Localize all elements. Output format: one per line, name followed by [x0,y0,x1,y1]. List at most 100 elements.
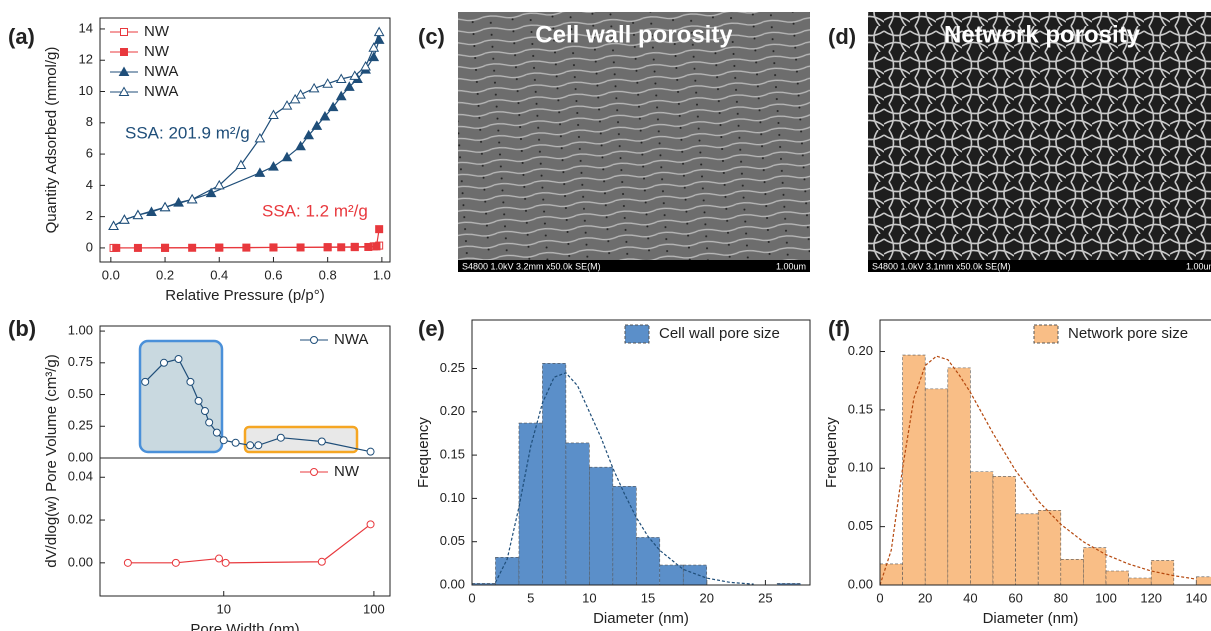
bar [659,564,684,585]
marker [322,78,334,88]
marker [119,214,130,224]
y-axis-label: Quantity Adsorbed (mmol/g) [43,47,60,234]
x-axis-label: Relative Pressure (p/p°) [165,287,324,304]
y-tick-label: 2 [86,208,93,223]
legend-swatch [624,324,650,344]
sem-panel-c: (c) Cell wall porosity S4800 1.0kV 3.2mm… [418,12,810,272]
panel-label: (c) [418,24,445,49]
y-tick-label: 0.10 [440,490,465,505]
bar [1060,559,1084,585]
marker [215,243,224,252]
marker [350,243,359,252]
marker [360,60,371,71]
marker [295,140,306,151]
plot [472,363,801,585]
y-tick-label: 0.02 [68,511,93,526]
marker [186,377,195,386]
fit-curve [880,355,1197,585]
x-axis-label: Diameter (nm) [593,610,689,627]
legend-label: NWA [334,331,368,348]
marker [174,355,183,363]
marker [335,73,347,83]
y-axis-label: Frequency [415,417,432,488]
y-tick-label: 0.00 [68,554,93,569]
marker [303,129,315,140]
x-tick-label: 0.0 [102,267,120,282]
sem-image [868,12,1211,260]
y-tick-label: 0 [86,239,93,254]
plot [141,355,375,456]
y-tick-label: 0.05 [848,518,873,533]
marker [319,111,331,121]
marker [112,243,121,252]
marker [120,48,128,56]
y-tick-label: 10 [79,83,93,98]
plot-frame [879,319,1211,586]
marker [246,441,255,450]
marker [120,28,128,36]
legend-label: Cell wall pore size [659,325,780,342]
y-tick-label: 12 [79,52,93,67]
marker [366,520,375,529]
marker [213,179,225,190]
marker [323,243,332,252]
x-tick-label: 120 [1140,590,1162,605]
bar [947,367,971,585]
bar [902,354,926,585]
x-tick-label: 15 [641,590,655,605]
legend-label: NWA [144,63,178,80]
marker [343,81,355,91]
x-tick-label: 100 [363,601,385,616]
marker [133,243,142,252]
x-tick-label: 0.2 [156,267,174,282]
marker [108,220,119,231]
y-tick-label: 0.10 [848,460,873,475]
x-tick-label: 20 [918,590,932,605]
y-tick-label: 4 [86,177,93,192]
marker [311,120,323,130]
legend-label: NW [144,43,170,60]
marker [254,132,266,143]
bar [970,471,994,585]
marker [194,396,203,405]
x-tick-label: 0 [468,590,475,605]
bar [495,556,520,585]
panel-label: (e) [418,316,445,341]
marker [254,167,266,177]
legend-label: NWA [144,83,178,100]
scale-label: 1.00um [1186,261,1211,271]
marker [335,90,347,101]
y-tick-label: 0.00 [848,576,873,591]
x-tick-label: 40 [963,590,977,605]
x-tick-label: 20 [699,590,713,605]
plot-frame [99,17,391,263]
image-title: Cell wall porosity [535,21,733,48]
bar [565,442,590,585]
y-tick-label: 0.50 [68,386,93,401]
marker [368,51,380,62]
y-tick-label: 1.00 [68,323,93,338]
x-axis-label: Pore Width (nm) [190,621,299,631]
sem-panel-d: (d) Network porosity S4800 1.0kV 3.1mm x… [828,12,1211,272]
marker [268,161,279,171]
y-tick-label: 0.75 [68,354,93,369]
x-tick-label: 60 [1008,590,1022,605]
panel-label: (d) [828,24,856,49]
x-tick-label: 100 [1095,590,1117,605]
panel-label: (b) [8,316,36,341]
marker [159,201,171,212]
y-tick-label: 0.05 [440,533,465,548]
marker [132,209,144,220]
bar [542,363,567,585]
series-line [127,523,371,564]
marker [317,557,326,566]
marker [372,242,381,251]
marker [373,26,385,37]
sem-image [458,12,810,260]
marker [375,225,384,234]
bar [1083,547,1107,585]
x-tick-label: 10 [582,590,596,605]
marker [337,243,346,252]
marker [276,433,285,442]
marker [254,441,263,450]
